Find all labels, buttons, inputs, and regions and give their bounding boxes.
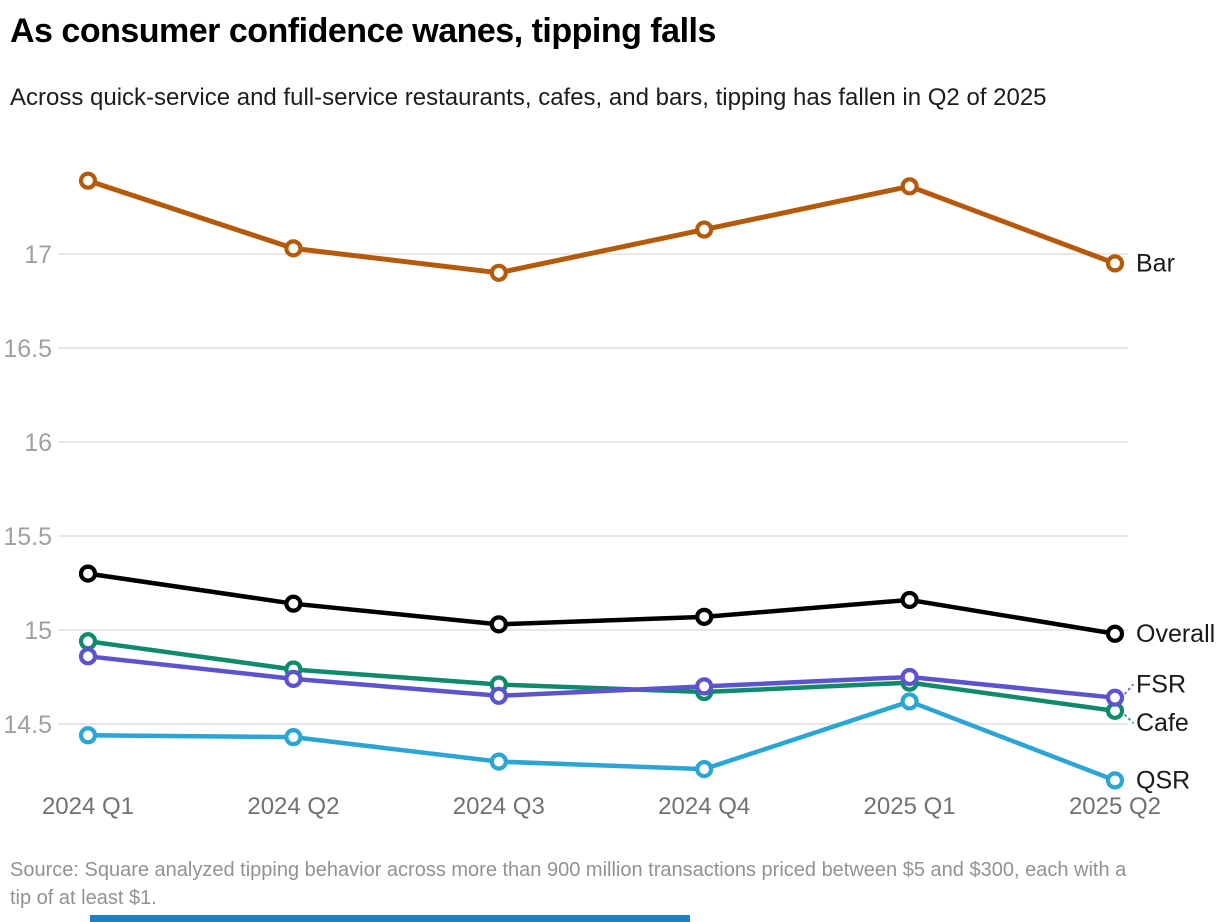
data-point-bar-2024-q2: [284, 239, 303, 258]
data-point-bar-2025-q1: [900, 177, 919, 196]
x-tick-label-2025-q1: 2025 Q1: [864, 793, 956, 820]
data-point-overall-2024-q2: [284, 594, 303, 613]
data-point-fsr-2024-q4: [695, 677, 714, 696]
x-tick-label-2024-q4: 2024 Q4: [658, 793, 750, 820]
series-line-bar: [85, 178, 1118, 276]
data-point-qsr-2025-q2: [1105, 771, 1125, 790]
y-tick-label-15: 15: [24, 617, 52, 645]
data-point-overall-2024-q3: [489, 615, 508, 634]
chart-subtitle: Across quick-service and full-service re…: [10, 84, 1047, 111]
series-label-cafe: Cafe: [1136, 709, 1189, 737]
data-point-fsr-2024-q3: [489, 686, 508, 705]
source-note: Source: Square analyzed tipping behavior…: [10, 859, 1127, 909]
y-tick-label-17: 17: [24, 241, 52, 269]
data-point-bar-2024-q4: [695, 220, 714, 239]
data-point-overall-2025-q2: [1105, 624, 1125, 643]
series-line-overall: [85, 571, 1118, 637]
data-point-cafe-2024-q1: [78, 632, 98, 651]
y-tick-label-14.5: 14.5: [3, 711, 52, 739]
data-point-fsr-2024-q1: [78, 647, 98, 666]
data-point-bar-2024-q3: [489, 263, 508, 282]
series-line-cafe: [85, 639, 1118, 714]
series-label-bar: Bar: [1136, 249, 1175, 277]
y-tick-label-16.5: 16.5: [3, 335, 52, 363]
data-point-qsr-2024-q2: [284, 728, 303, 747]
y-tick-label-16: 16: [24, 429, 52, 457]
series-line-qsr: [85, 699, 1118, 783]
data-point-overall-2024-q4: [695, 607, 714, 626]
y-tick-label-15.5: 15.5: [3, 523, 52, 551]
x-tick-label-2024-q1: 2024 Q1: [42, 793, 134, 820]
data-point-overall-2025-q1: [900, 590, 919, 610]
x-tick-label-2025-q2: 2025 Q2: [1069, 793, 1161, 820]
series-label-qsr: QSR: [1136, 766, 1190, 794]
chart-title: As consumer confidence wanes, tipping fa…: [10, 12, 716, 50]
x-tick-label-2024-q3: 2024 Q3: [453, 793, 545, 820]
x-tick-label-2024-q2: 2024 Q2: [247, 793, 339, 820]
series-leader-fsr: [1124, 683, 1134, 695]
series-line-fsr: [85, 654, 1118, 700]
data-point-fsr-2024-q2: [284, 669, 303, 688]
data-point-bar-2024-q1: [78, 171, 98, 190]
data-point-bar-2025-q2: [1105, 254, 1125, 273]
data-point-qsr-2024-q4: [695, 760, 714, 779]
data-point-fsr-2025-q1: [900, 667, 919, 687]
series-label-fsr: FSR: [1136, 671, 1186, 699]
series-leader-cafe: [1124, 714, 1134, 724]
bottom-accent-bar: [90, 915, 690, 922]
data-point-qsr-2025-q1: [900, 692, 919, 711]
data-point-overall-2024-q1: [78, 564, 98, 583]
series-label-overall: Overall: [1136, 620, 1215, 648]
data-point-fsr-2025-q2: [1105, 688, 1125, 707]
data-point-qsr-2024-q3: [489, 752, 508, 771]
data-point-qsr-2024-q1: [78, 726, 98, 745]
